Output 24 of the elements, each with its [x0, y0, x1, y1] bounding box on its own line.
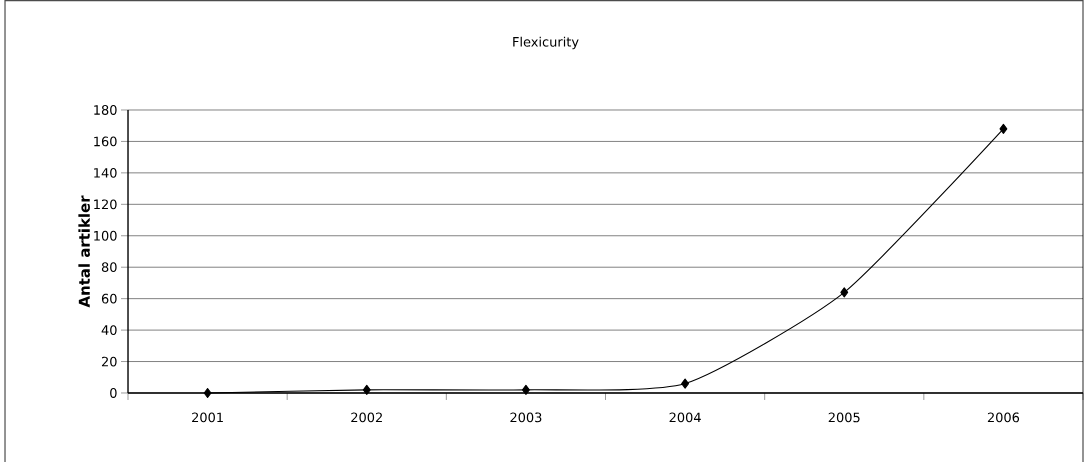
y-tick-label: 0 [110, 388, 117, 398]
y-tick-label: 80 [101, 262, 117, 273]
y-tick-label: 60 [101, 293, 117, 304]
chart-title: Flexicurity [513, 36, 579, 50]
y-tick-label: 120 [94, 199, 117, 210]
point [203, 387, 212, 399]
point [999, 123, 1008, 134]
point [362, 384, 371, 395]
y-axis-title: Antal artikler [78, 195, 90, 308]
y-tick-label: 100 [94, 230, 117, 241]
x-tick-label: 2001 [192, 412, 223, 423]
y-tick-label: 140 [94, 167, 117, 178]
y-tick-label: 40 [101, 325, 117, 335]
x-tick-label: 2002 [351, 412, 382, 423]
point [681, 378, 690, 389]
x-tick-label: 2003 [510, 412, 542, 423]
x-tick-label: 2005 [828, 412, 860, 423]
y-tick-label: 20 [101, 356, 117, 367]
x-tick-label: 2006 [987, 412, 1020, 423]
y-tick-label: 160 [94, 136, 117, 147]
point [522, 384, 530, 395]
point [840, 287, 849, 298]
y-tick-label: 180 [94, 105, 117, 115]
x-tick-label: 2004 [669, 412, 701, 423]
